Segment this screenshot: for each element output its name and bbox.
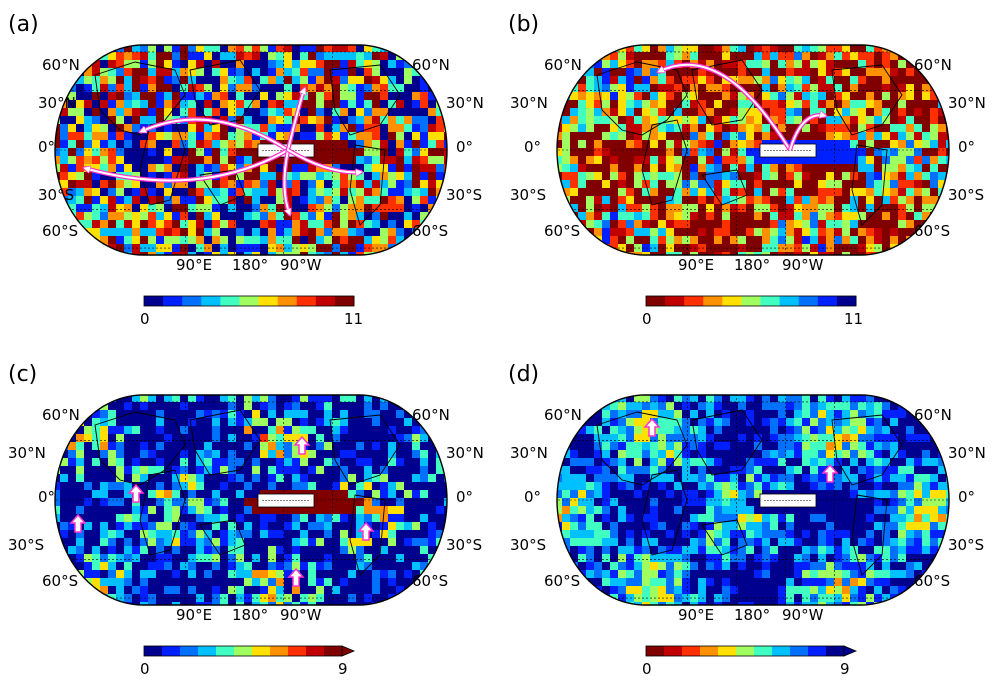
map-robinson-a bbox=[0, 0, 502, 340]
lat-label-right: 0° bbox=[958, 488, 975, 506]
lat-label-left: 60°N bbox=[544, 56, 582, 74]
colorbar-min: 0 bbox=[642, 310, 652, 328]
lat-label-left: 0° bbox=[38, 488, 55, 506]
lat-label-left: 0° bbox=[38, 138, 55, 156]
colorbar-max: 11 bbox=[844, 310, 863, 328]
lat-label-right: 60°S bbox=[914, 222, 950, 240]
lon-label: 90°W bbox=[280, 606, 321, 624]
colorbar-max: 9 bbox=[338, 660, 348, 678]
lon-label: 90°W bbox=[782, 256, 823, 274]
lat-label-right: 30°N bbox=[948, 444, 986, 462]
lat-label-left: 0° bbox=[524, 138, 541, 156]
lat-label-left: 30°N bbox=[510, 94, 548, 112]
lon-label: 90°E bbox=[176, 606, 212, 624]
lat-label-left: 30°S bbox=[8, 536, 44, 554]
lat-label-right: 30°N bbox=[446, 94, 484, 112]
lat-label-left: 30°N bbox=[510, 444, 548, 462]
lon-label: 90°E bbox=[176, 256, 212, 274]
lat-label-right: 0° bbox=[958, 138, 975, 156]
lat-label-left: 30°S bbox=[510, 536, 546, 554]
lat-label-left: 60°S bbox=[544, 222, 580, 240]
lat-label-left: 60°N bbox=[42, 56, 80, 74]
lon-label: 180° bbox=[734, 256, 770, 274]
lat-label-right: 60°N bbox=[412, 406, 450, 424]
lat-label-right: 30°S bbox=[948, 186, 984, 204]
lat-label-right: 60°N bbox=[412, 56, 450, 74]
lat-label-left: 60°S bbox=[42, 572, 78, 590]
lat-label-left: 30°S bbox=[38, 186, 74, 204]
panel-c: (c) 60°N 30°N 0° 30°S 60°S 60°N 30°N 0° … bbox=[0, 350, 502, 690]
lon-label: 180° bbox=[232, 256, 268, 274]
panel-a: (a) 60°N 30°N 0° 30°S 60°S 60°N 30°N 0° … bbox=[0, 0, 502, 340]
lat-label-right: 60°S bbox=[412, 222, 448, 240]
lat-label-right: 60°S bbox=[914, 572, 950, 590]
lon-label: 90°W bbox=[280, 256, 321, 274]
lat-label-left: 30°N bbox=[8, 444, 46, 462]
lon-label: 90°E bbox=[678, 256, 714, 274]
colorbar-max: 9 bbox=[840, 660, 850, 678]
panel-d: (d) 60°N 30°N 0° 30°S 60°S 60°N 30°N 0° … bbox=[502, 350, 1004, 690]
colorbar-max: 11 bbox=[344, 310, 363, 328]
lat-label-left: 60°S bbox=[42, 222, 78, 240]
lon-label: 180° bbox=[734, 606, 770, 624]
lat-label-left: 60°S bbox=[544, 572, 580, 590]
lat-label-left: 30°N bbox=[38, 94, 76, 112]
lat-label-right: 30°S bbox=[446, 536, 482, 554]
map-robinson-b bbox=[502, 0, 1004, 340]
lat-label-right: 60°N bbox=[914, 406, 952, 424]
lon-label: 90°W bbox=[782, 606, 823, 624]
colorbar-min: 0 bbox=[140, 310, 150, 328]
lat-label-right: 30°S bbox=[948, 536, 984, 554]
colorbar-min: 0 bbox=[140, 660, 150, 678]
lat-label-right: 0° bbox=[456, 488, 473, 506]
map-robinson-d bbox=[502, 350, 1004, 690]
lat-label-right: 30°N bbox=[948, 94, 986, 112]
lat-label-left: 60°N bbox=[544, 406, 582, 424]
panel-b: (b) 60°N 30°N 0° 30°S 60°S 60°N 30°N 0° … bbox=[502, 0, 1004, 340]
lat-label-left: 30°S bbox=[510, 186, 546, 204]
lon-label: 90°E bbox=[678, 606, 714, 624]
lat-label-right: 30°S bbox=[446, 186, 482, 204]
map-robinson-c bbox=[0, 350, 502, 690]
lat-label-right: 0° bbox=[456, 138, 473, 156]
colorbar-min: 0 bbox=[642, 660, 652, 678]
lat-label-right: 60°N bbox=[914, 56, 952, 74]
lat-label-left: 60°N bbox=[42, 406, 80, 424]
lon-label: 180° bbox=[232, 606, 268, 624]
lat-label-right: 60°S bbox=[412, 572, 448, 590]
lat-label-right: 30°N bbox=[446, 444, 484, 462]
lat-label-left: 0° bbox=[524, 488, 541, 506]
